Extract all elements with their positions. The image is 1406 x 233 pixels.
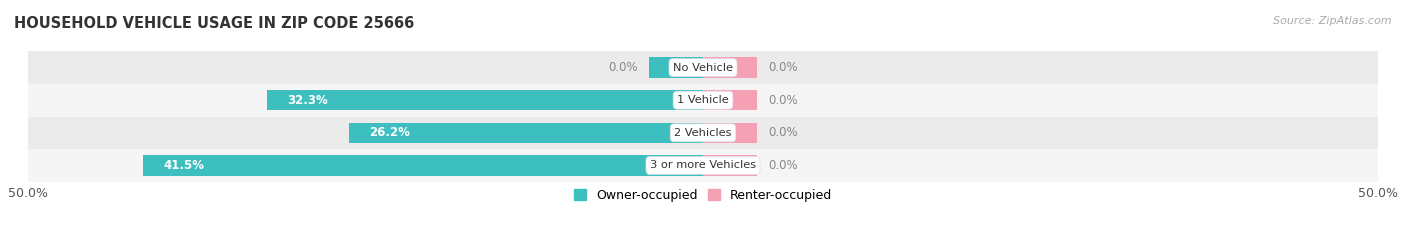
Bar [28, 84, 1378, 116]
Text: 0.0%: 0.0% [768, 159, 797, 172]
Text: Source: ZipAtlas.com: Source: ZipAtlas.com [1274, 16, 1392, 26]
Text: 0.0%: 0.0% [768, 126, 797, 139]
Text: 1 Vehicle: 1 Vehicle [678, 95, 728, 105]
Legend: Owner-occupied, Renter-occupied: Owner-occupied, Renter-occupied [571, 186, 835, 204]
Text: HOUSEHOLD VEHICLE USAGE IN ZIP CODE 25666: HOUSEHOLD VEHICLE USAGE IN ZIP CODE 2566… [14, 16, 415, 31]
Text: 3 or more Vehicles: 3 or more Vehicles [650, 161, 756, 170]
Bar [650, 58, 703, 78]
Bar [28, 149, 1378, 182]
Bar [703, 58, 756, 78]
Bar [267, 90, 703, 110]
Text: 26.2%: 26.2% [370, 126, 411, 139]
Text: 0.0%: 0.0% [609, 61, 638, 74]
Bar [143, 155, 703, 175]
Bar [28, 116, 1378, 149]
Bar [703, 90, 756, 110]
Text: 32.3%: 32.3% [287, 94, 328, 107]
Text: 0.0%: 0.0% [768, 94, 797, 107]
Text: 0.0%: 0.0% [768, 61, 797, 74]
Bar [703, 123, 756, 143]
Bar [703, 155, 756, 175]
Bar [349, 123, 703, 143]
Text: 41.5%: 41.5% [163, 159, 204, 172]
Text: 2 Vehicles: 2 Vehicles [675, 128, 731, 138]
Text: No Vehicle: No Vehicle [673, 63, 733, 72]
Bar [28, 51, 1378, 84]
